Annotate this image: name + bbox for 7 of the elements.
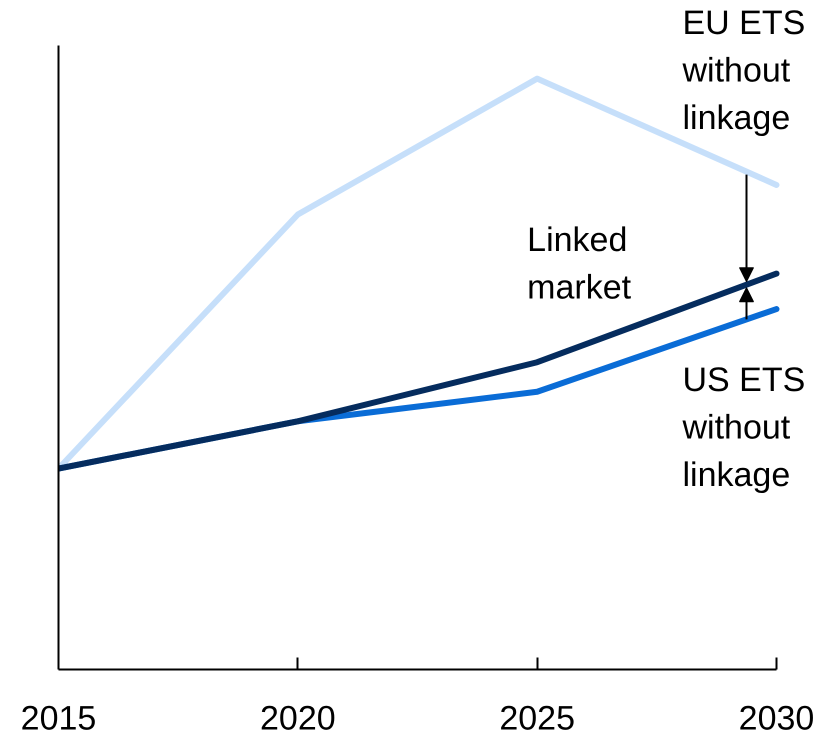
series-label: EU ETS without linkage <box>682 4 806 137</box>
x-tick-label: 2015 <box>20 700 96 738</box>
x-tick-label: 2030 <box>738 700 814 738</box>
series-label: Linked market <box>527 221 632 307</box>
x-tick-label: 2020 <box>260 700 336 738</box>
x-tick-label: 2025 <box>499 700 575 738</box>
series-label: US ETS without linkage <box>682 361 806 494</box>
